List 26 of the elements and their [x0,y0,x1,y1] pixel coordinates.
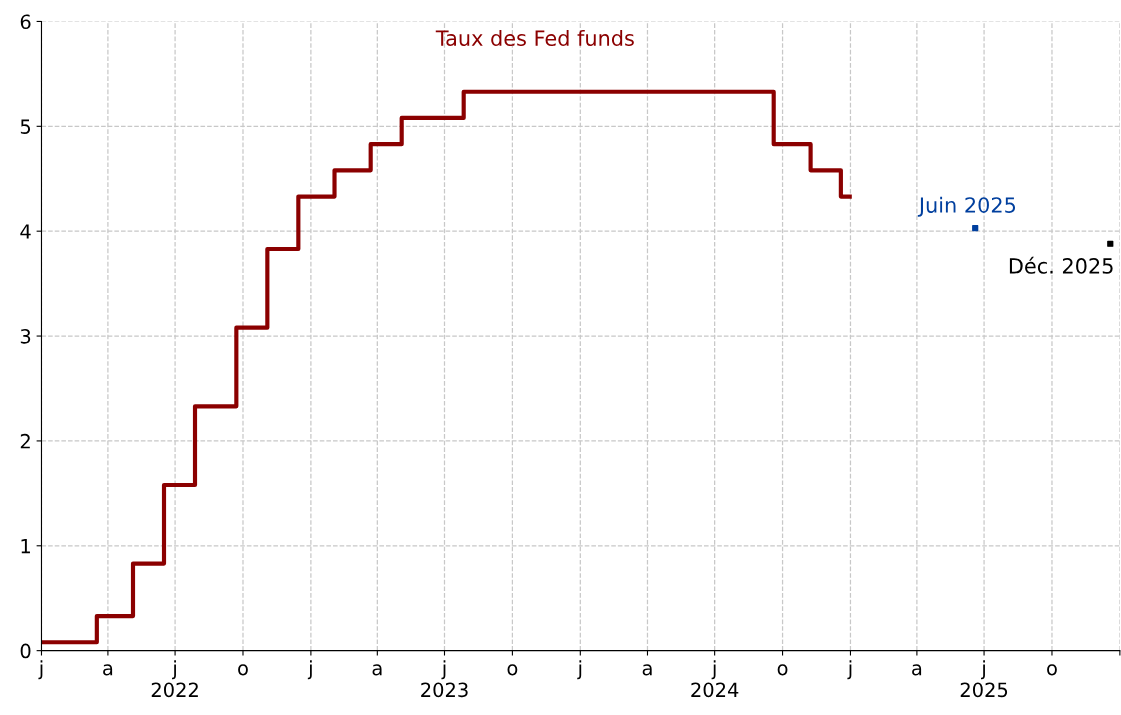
x-tick-label: j [307,660,312,680]
y-tick-label: 2 [20,433,30,449]
x-tick-label: a [103,664,113,676]
x-tick-label: j [847,660,852,680]
y-tick-label: 3 [20,329,31,344]
text: Taux des Fed funds [435,29,634,47]
x-tick-label: j 2023 [421,660,468,698]
x-tick-label: o [507,664,518,676]
x-tick-label: j 2022 [151,660,198,698]
x-tick-label: j 2024 [691,660,739,698]
x-tick-label: a [372,664,382,676]
y-tick-label: 0 [20,643,31,659]
y-tick-label: 5 [20,119,31,134]
x-tick-label: a [642,664,652,676]
x-tick-label: j [577,660,582,680]
y-tick-label: 4 [20,224,31,239]
x-tick-label: o [777,664,788,676]
x-tick-label: a [912,664,922,676]
x-tick-label: j 2025 [960,660,1008,698]
series-label: Déc. 2025 [1009,256,1113,274]
x-tick-label: j [38,660,43,680]
x-tick-label: o [1047,664,1057,676]
y-tick-label: 1 [21,538,30,554]
series-label: Juin 2025 [917,196,1016,217]
y-tick-label: 6 [20,14,31,30]
x-tick-label: o [238,664,248,676]
